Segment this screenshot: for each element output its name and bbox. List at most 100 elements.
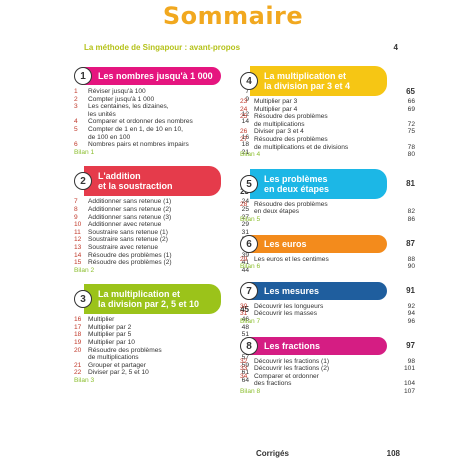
bilan-row[interactable]: Bilan 5 86 [240, 216, 415, 224]
bilan-page: 107 [403, 387, 415, 395]
lesson-row[interactable]: 5 Compter de 1 en 1, de 10 en 10, [74, 126, 249, 134]
lesson-title: Additionner sans retenue (1) [88, 198, 172, 206]
lesson-row[interactable]: 11 Soustraire sans retenue (1) 31 [74, 229, 249, 237]
lesson-row[interactable]: 22 Diviser par 2, 5 et 10 61 [74, 369, 249, 377]
chapter-title-line1: La multiplication et [264, 71, 347, 81]
corriges-link[interactable]: Corrigés [256, 449, 289, 458]
chapter-4[interactable]: 4 La multiplication et la division par 3 … [240, 64, 415, 159]
lesson-page: 78 [407, 143, 415, 151]
chapter-title-banner[interactable]: La multiplication et la division par 2, 5… [84, 284, 221, 315]
lesson-title: des fractions [254, 380, 292, 388]
lesson-row[interactable]: 25 Résoudre des problèmes [240, 113, 415, 121]
lesson-row[interactable]: 16 Multiplier 46 [74, 316, 249, 324]
bilan-row[interactable]: Bilan 4 80 [240, 151, 415, 159]
lesson-title: Découvrir les masses [254, 310, 318, 318]
chapter-title-banner[interactable]: Les mesures [250, 281, 387, 300]
lesson-page: 57 [241, 354, 249, 362]
chapter-title-banner[interactable]: L'addition et la soustraction [84, 166, 221, 197]
lesson-row[interactable]: 4 Comparer et ordonner des nombres 14 [74, 118, 249, 126]
bilan-title: Bilan 8 [240, 387, 261, 395]
lesson-number [240, 121, 254, 129]
bilan-page: 90 [407, 263, 415, 271]
lesson-row[interactable]: 31 Découvrir les masses 94 [240, 310, 415, 318]
lesson-number: 21 [74, 361, 82, 369]
lesson-number: 10 [74, 221, 82, 229]
lesson-row[interactable]: 27 Résoudre des problèmes [240, 136, 415, 144]
chapter-title-banner[interactable]: Les euros [250, 234, 387, 253]
lesson-row[interactable]: 2 Compter jusqu'à 1 000 9 [74, 96, 249, 104]
lesson-title: les unités [88, 110, 116, 118]
lesson-row[interactable]: 14 Résoudre des problèmes (1) 39 [74, 252, 249, 260]
chapter-7[interactable]: 7 Les mesures 91 30 Découvrir les longueu… [240, 279, 415, 326]
lesson-row[interactable]: 34 Comparer et ordonner [240, 373, 415, 381]
chapter-title: Les fractions [264, 340, 321, 351]
chapter-6[interactable]: 6 Les euros 87 29 Les euros et les centim… [240, 232, 415, 271]
lesson-row[interactable]: 33 Découvrir les fractions (2) 101 [240, 365, 415, 373]
chapter-page: 45 [240, 305, 249, 315]
lesson-title: de multiplications [254, 120, 305, 128]
lesson-row[interactable]: 8 Additionner sans retenue (2) 25 [74, 206, 249, 214]
lesson-row[interactable]: 29 Les euros et les centimes 88 [240, 256, 415, 264]
page-title: Sommaire [162, 2, 304, 30]
chapter-title-banner[interactable]: La multiplication et la division par 3 et… [250, 66, 387, 96]
lesson-row[interactable]: des fractions 104 [240, 380, 415, 388]
lesson-row[interactable]: 7 Additionner sans retenue (1) 24 [74, 198, 249, 206]
lesson-row[interactable]: 18 Multiplier par 5 51 [74, 331, 249, 339]
lesson-row[interactable]: 17 Multiplier par 2 48 [74, 324, 249, 332]
lesson-number [240, 208, 254, 216]
chapter-page: 97 [406, 341, 415, 350]
bilan-row[interactable]: Bilan 1 21 [74, 149, 249, 157]
lesson-number: 34 [240, 372, 248, 380]
lesson-row[interactable]: en deux étapes 82 [240, 208, 415, 216]
bilan-row[interactable]: Bilan 2 44 [74, 267, 249, 275]
chapter-3[interactable]: 3 La multiplication et la division par 2,… [74, 282, 249, 384]
lesson-row[interactable]: 24 Multiplier par 4 69 [240, 106, 415, 114]
lesson-row[interactable]: 9 Additionner sans retenue (3) 27 [74, 214, 249, 222]
chapter-title-banner[interactable]: Les nombres jusqu'à 1 000 [84, 67, 221, 85]
chapter-number-badge: 6 [240, 234, 258, 253]
bilan-row[interactable]: Bilan 8 107 [240, 388, 415, 396]
lesson-row[interactable]: de multiplications 57 [74, 354, 249, 362]
lesson-page [393, 136, 415, 144]
chapter-1[interactable]: 1 Les nombres jusqu'à 1 000 6 1 Réviser j… [74, 64, 249, 156]
lesson-row[interactable]: de 100 en 100 16 [74, 134, 249, 142]
lesson-row[interactable]: 10 Additionner avec retenue 29 [74, 221, 249, 229]
chapter-8[interactable]: 8 Les fractions 97 32 Découvrir les fract… [240, 334, 415, 396]
lesson-page: 92 [407, 302, 415, 310]
chapter-title-banner[interactable]: Les fractions [250, 336, 387, 355]
lesson-row[interactable]: 23 Multiplier par 3 66 [240, 98, 415, 106]
lesson-row[interactable]: 21 Grouper et partager 59 [74, 362, 249, 370]
lesson-row[interactable]: 32 Découvrir les fractions (1) 98 [240, 358, 415, 366]
chapter-title: Les nombres jusqu'à 1 000 [98, 71, 213, 81]
lesson-title: Réviser jusqu'à 100 [88, 88, 146, 95]
lesson-page: 66 [407, 98, 415, 105]
lesson-page: 59 [241, 361, 249, 369]
lesson-row[interactable]: 30 Découvrir les longueurs 92 [240, 303, 415, 311]
bilan-row[interactable]: Bilan 3 64 [74, 377, 249, 385]
lesson-row[interactable]: de multiplications et de divisions 78 [240, 144, 415, 152]
intro-link[interactable]: La méthode de Singapour : avant-propos [84, 43, 241, 52]
lesson-row[interactable]: 28 Résoudre des problèmes [240, 201, 415, 209]
lesson-row[interactable]: 1 Réviser jusqu'à 100 7 [74, 88, 249, 96]
lesson-row[interactable]: 15 Résoudre des problèmes (2) 41 [74, 259, 249, 267]
toc-right-column: 4 La multiplication et la division par 3 … [240, 64, 415, 395]
lesson-row[interactable]: 26 Diviser par 3 et 4 75 [240, 128, 415, 136]
lesson-row[interactable]: les unités 12 [74, 111, 249, 119]
lesson-number: 16 [74, 316, 82, 324]
lesson-title: Résoudre des problèmes [254, 200, 328, 208]
chapter-5[interactable]: 5 Les problèmes en deux étapes 81 28 Résou… [240, 167, 415, 224]
lesson-page: 31 [241, 228, 249, 236]
lesson-row[interactable]: 6 Nombres pairs et nombres impairs 18 [74, 141, 249, 149]
chapter-number-badge: 7 [240, 281, 258, 300]
lesson-row[interactable]: de multiplications 72 [240, 121, 415, 129]
bilan-title: Bilan 5 [240, 215, 261, 223]
bilan-row[interactable]: Bilan 6 90 [240, 263, 415, 271]
bilan-row[interactable]: Bilan 7 96 [240, 318, 415, 326]
lesson-row[interactable]: 20 Résoudre des problèmes [74, 347, 249, 355]
lesson-row[interactable]: 3 Les centaines, les dizaines, [74, 103, 249, 111]
chapter-title-banner[interactable]: Les problèmes en deux étapes [250, 168, 387, 199]
